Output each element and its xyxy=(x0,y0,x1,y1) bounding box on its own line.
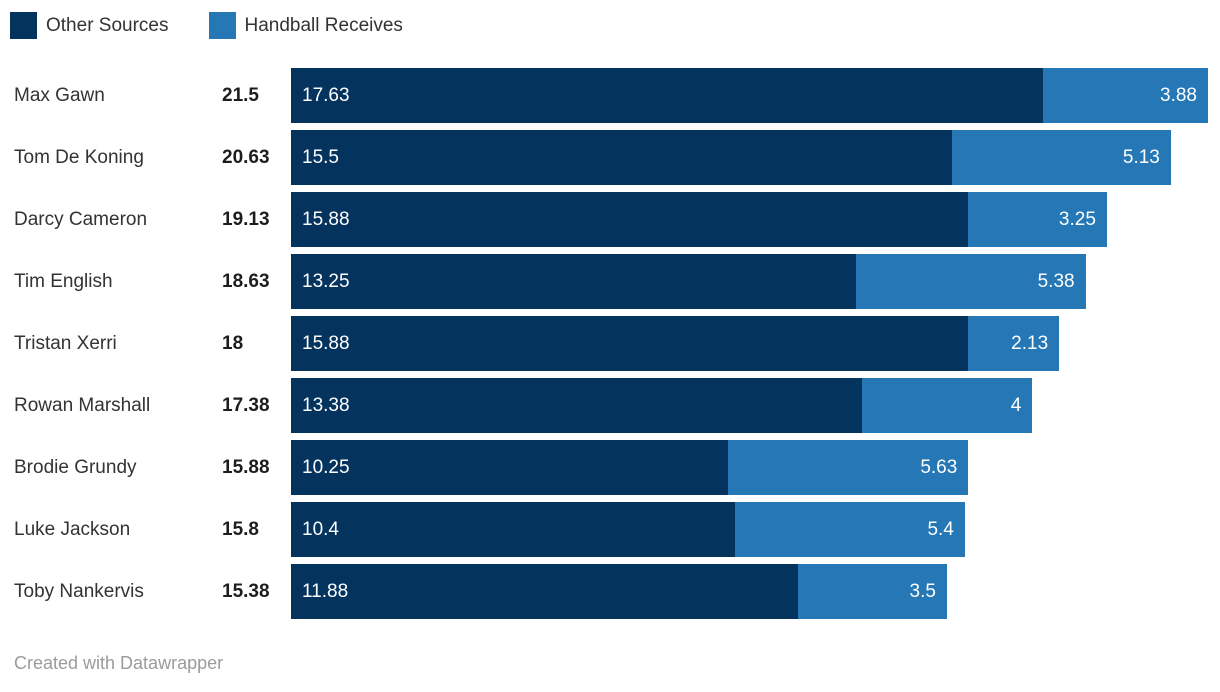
chart-row: Max Gawn 21.5 17.63 3.88 xyxy=(0,68,1220,123)
bar-track: 15.88 2.13 xyxy=(291,316,1220,371)
legend-swatch-other-sources-icon xyxy=(10,12,37,39)
bar-segment-handball-receives: 3.25 xyxy=(968,192,1107,247)
row-total-value: 20.63 xyxy=(222,146,270,168)
legend-item-handball-receives: Handball Receives xyxy=(208,12,403,39)
category-label: Brodie Grundy xyxy=(14,456,137,478)
legend-swatch-handball-receives-icon xyxy=(208,12,236,39)
bar-segment-handball-receives: 5.4 xyxy=(734,502,965,557)
row-total-value: 15.38 xyxy=(222,580,270,602)
segment-value-handball-receives: 5.63 xyxy=(920,456,958,478)
bar-segment-other-sources: 10.4 xyxy=(291,502,735,557)
segment-value-other-sources: 13.38 xyxy=(302,394,350,416)
category-label: Toby Nankervis xyxy=(14,580,144,602)
segment-value-handball-receives: 4 xyxy=(1010,394,1022,416)
category-label: Max Gawn xyxy=(14,84,105,106)
legend-item-other-sources: Other Sources xyxy=(10,12,169,39)
stacked-bar: 13.38 4 xyxy=(291,378,1208,433)
legend-label-handball-receives: Handball Receives xyxy=(244,15,403,36)
segment-value-other-sources: 15.88 xyxy=(302,208,350,230)
bar-track: 10.4 5.4 xyxy=(291,502,1220,557)
credit-line: Created with Datawrapper xyxy=(14,653,224,673)
stacked-bar: 15.88 3.25 xyxy=(291,192,1208,247)
bar-track: 15.88 3.25 xyxy=(291,192,1220,247)
segment-value-other-sources: 10.4 xyxy=(302,518,339,540)
segment-value-handball-receives: 5.38 xyxy=(1037,270,1075,292)
segment-value-other-sources: 11.88 xyxy=(302,580,349,602)
bar-segment-other-sources: 13.25 xyxy=(291,254,857,309)
bar-segment-other-sources: 15.5 xyxy=(291,130,953,185)
chart-row: Rowan Marshall 17.38 13.38 4 xyxy=(0,378,1220,433)
chart-row: Brodie Grundy 15.88 10.25 5.63 xyxy=(0,440,1220,495)
segment-value-handball-receives: 5.4 xyxy=(927,518,954,540)
bar-track: 13.25 5.38 xyxy=(291,254,1220,309)
bar-track: 17.63 3.88 xyxy=(291,68,1220,123)
bar-segment-handball-receives: 3.5 xyxy=(797,564,947,619)
bar-segment-handball-receives: 5.13 xyxy=(952,130,1171,185)
segment-value-handball-receives: 3.88 xyxy=(1160,84,1197,106)
segment-value-other-sources: 13.25 xyxy=(302,270,350,292)
chart-row: Tom De Koning 20.63 15.5 5.13 xyxy=(0,130,1220,185)
row-total-value: 17.38 xyxy=(222,394,270,416)
bar-segment-handball-receives: 2.13 xyxy=(968,316,1060,371)
bar-track: 13.38 4 xyxy=(291,378,1220,433)
stacked-bar: 15.88 2.13 xyxy=(291,316,1208,371)
bar-segment-other-sources: 17.63 xyxy=(291,68,1043,123)
segment-value-other-sources: 15.88 xyxy=(302,332,350,354)
row-total-value: 18 xyxy=(222,332,244,354)
stacked-bar: 10.4 5.4 xyxy=(291,502,1208,557)
chart-body: Max Gawn 21.5 17.63 3.88 Tom De Koning 2… xyxy=(0,68,1220,619)
bar-segment-handball-receives: 5.63 xyxy=(728,440,969,495)
segment-value-other-sources: 15.5 xyxy=(302,146,339,168)
stacked-bar: 17.63 3.88 xyxy=(291,68,1208,123)
bar-segment-other-sources: 13.38 xyxy=(291,378,862,433)
row-total-value: 21.5 xyxy=(222,84,259,106)
category-label: Rowan Marshall xyxy=(14,394,151,416)
category-label: Tom De Koning xyxy=(14,146,144,168)
category-label: Darcy Cameron xyxy=(14,208,148,230)
row-total-value: 15.8 xyxy=(222,518,259,540)
stacked-bar: 11.88 3.5 xyxy=(291,564,1208,619)
bar-segment-other-sources: 11.88 xyxy=(291,564,798,619)
segment-value-handball-receives: 3.25 xyxy=(1058,208,1096,230)
category-label: Luke Jackson xyxy=(14,518,131,540)
chart-row: Darcy Cameron 19.13 15.88 3.25 xyxy=(0,192,1220,247)
legend-label-other-sources: Other Sources xyxy=(46,15,169,36)
bar-segment-other-sources: 15.88 xyxy=(291,316,969,371)
segment-value-handball-receives: 3.5 xyxy=(909,580,936,602)
row-total-value: 19.13 xyxy=(222,208,270,230)
stacked-bar: 10.25 5.63 xyxy=(291,440,1208,495)
row-total-value: 18.63 xyxy=(222,270,270,292)
stacked-bar: 15.5 5.13 xyxy=(291,130,1208,185)
segment-value-other-sources: 17.63 xyxy=(302,84,350,106)
chart-row: Tim English 18.63 13.25 5.38 xyxy=(0,254,1220,309)
bar-track: 11.88 3.5 xyxy=(291,564,1220,619)
segment-value-other-sources: 10.25 xyxy=(302,456,350,478)
bar-segment-handball-receives: 4 xyxy=(861,378,1033,433)
row-total-value: 15.88 xyxy=(222,456,270,478)
bar-segment-handball-receives: 3.88 xyxy=(1042,68,1208,123)
chart-row: Luke Jackson 15.8 10.4 5.4 xyxy=(0,502,1220,557)
bar-segment-handball-receives: 5.38 xyxy=(856,254,1086,309)
legend: Other Sources Handball Receives xyxy=(0,0,1220,40)
bar-segment-other-sources: 10.25 xyxy=(291,440,729,495)
chart-row: Tristan Xerri 18 15.88 2.13 xyxy=(0,316,1220,371)
bar-track: 10.25 5.63 xyxy=(291,440,1220,495)
chart-row: Toby Nankervis 15.38 11.88 3.5 xyxy=(0,564,1220,619)
segment-value-handball-receives: 2.13 xyxy=(1011,332,1049,354)
segment-value-handball-receives: 5.13 xyxy=(1122,146,1160,168)
category-label: Tristan Xerri xyxy=(14,332,117,354)
bar-segment-other-sources: 15.88 xyxy=(291,192,969,247)
category-label: Tim English xyxy=(14,270,113,292)
bar-track: 15.5 5.13 xyxy=(291,130,1220,185)
stacked-bar: 13.25 5.38 xyxy=(291,254,1208,309)
